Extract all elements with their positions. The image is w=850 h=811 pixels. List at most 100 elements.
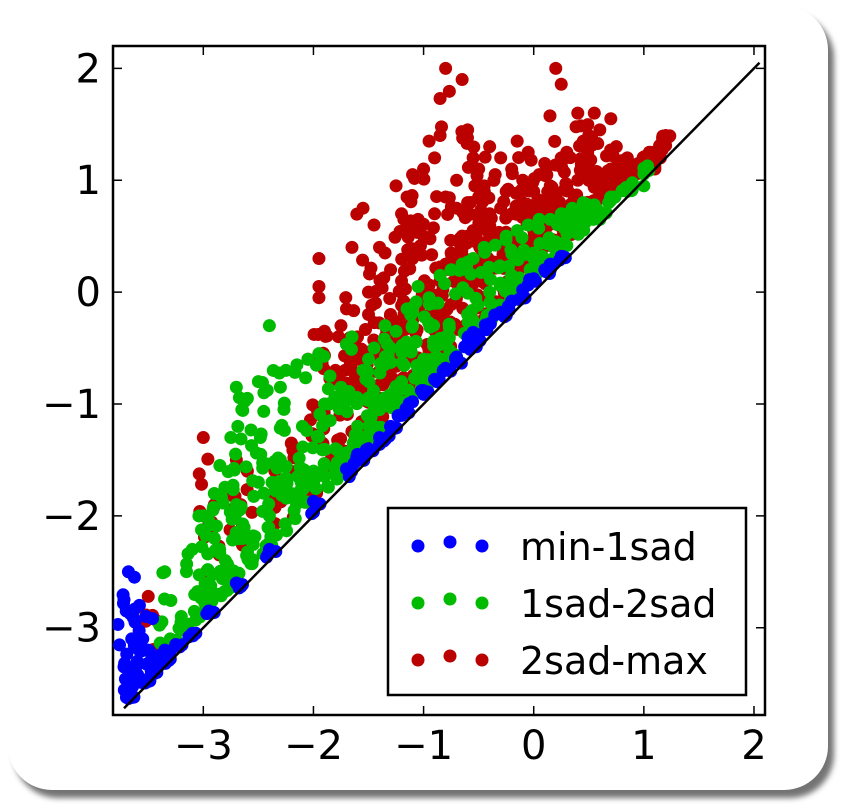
- y-tick-label: 1: [76, 158, 101, 204]
- point-1sad-2sad: [423, 320, 437, 334]
- series-1sad-2sad: [153, 159, 656, 654]
- point-2sad-max: [518, 184, 532, 198]
- point-1sad-2sad: [340, 446, 354, 460]
- point-min-1sad: [120, 647, 134, 661]
- point-2sad-max: [584, 153, 598, 167]
- point-2sad-max: [378, 246, 392, 260]
- point-1sad-2sad: [293, 460, 307, 474]
- point-2sad-max: [196, 431, 210, 445]
- legend-marker: [443, 592, 457, 606]
- point-1sad-2sad: [288, 365, 302, 379]
- point-2sad-max: [423, 232, 437, 246]
- point-1sad-2sad: [378, 392, 392, 406]
- point-2sad-max: [195, 477, 209, 491]
- point-1sad-2sad: [270, 528, 284, 542]
- point-2sad-max: [463, 195, 477, 209]
- point-1sad-2sad: [309, 358, 323, 372]
- point-2sad-max: [430, 190, 444, 204]
- point-1sad-2sad: [409, 334, 423, 348]
- point-2sad-max: [403, 262, 417, 276]
- point-2sad-max: [408, 171, 422, 185]
- point-1sad-2sad: [378, 350, 392, 364]
- point-1sad-2sad: [229, 380, 243, 394]
- point-1sad-2sad: [359, 372, 373, 386]
- point-2sad-max: [487, 173, 501, 187]
- point-min-1sad: [389, 421, 403, 435]
- point-2sad-max: [350, 207, 364, 221]
- point-2sad-max: [442, 84, 456, 98]
- point-min-1sad: [113, 638, 127, 652]
- point-1sad-2sad: [422, 297, 436, 311]
- point-1sad-2sad: [339, 337, 353, 351]
- point-1sad-2sad: [350, 390, 364, 404]
- point-2sad-max: [456, 131, 470, 145]
- point-1sad-2sad: [204, 579, 218, 593]
- point-2sad-max: [334, 319, 348, 333]
- point-2sad-max: [603, 165, 617, 179]
- point-1sad-2sad: [172, 621, 186, 635]
- point-1sad-2sad: [399, 335, 413, 349]
- point-1sad-2sad: [318, 442, 332, 456]
- point-2sad-max: [417, 172, 431, 186]
- point-2sad-max: [320, 329, 334, 343]
- point-1sad-2sad: [206, 568, 220, 582]
- point-1sad-2sad: [271, 451, 285, 465]
- point-1sad-2sad: [499, 233, 513, 247]
- point-1sad-2sad: [409, 295, 423, 309]
- point-1sad-2sad: [229, 447, 243, 461]
- point-2sad-max: [516, 173, 530, 187]
- x-tick-label: −1: [394, 723, 453, 769]
- point-1sad-2sad: [260, 383, 274, 397]
- point-1sad-2sad: [328, 390, 342, 404]
- point-2sad-max: [467, 140, 481, 154]
- point-2sad-max: [591, 137, 605, 151]
- point-2sad-max: [605, 145, 619, 159]
- point-1sad-2sad: [340, 405, 354, 419]
- point-2sad-max: [556, 152, 570, 166]
- point-1sad-2sad: [397, 358, 411, 372]
- point-1sad-2sad: [234, 432, 248, 446]
- point-1sad-2sad: [575, 224, 589, 238]
- point-min-1sad: [306, 505, 320, 519]
- point-1sad-2sad: [209, 519, 223, 533]
- point-1sad-2sad: [471, 298, 485, 312]
- legend-marker: [443, 535, 457, 549]
- point-2sad-max: [470, 169, 484, 183]
- point-min-1sad: [359, 443, 373, 457]
- legend: min-1sad 1sad-2sad 2sad-max: [386, 506, 748, 697]
- point-2sad-max: [512, 151, 526, 165]
- point-min-1sad: [116, 588, 130, 602]
- point-2sad-max: [494, 151, 508, 165]
- point-1sad-2sad: [461, 255, 475, 269]
- point-1sad-2sad: [405, 320, 419, 334]
- point-min-1sad: [129, 660, 143, 674]
- point-2sad-max: [497, 195, 511, 209]
- point-1sad-2sad: [367, 419, 381, 433]
- point-min-1sad: [161, 653, 175, 667]
- point-1sad-2sad: [483, 285, 497, 299]
- point-2sad-max: [426, 221, 440, 235]
- point-1sad-2sad: [238, 394, 252, 408]
- point-1sad-2sad: [323, 414, 337, 428]
- point-1sad-2sad: [362, 352, 376, 366]
- legend-marker: [475, 653, 489, 667]
- point-1sad-2sad: [504, 269, 518, 283]
- point-2sad-max: [389, 179, 403, 193]
- point-2sad-max: [434, 120, 448, 134]
- point-1sad-2sad: [214, 490, 228, 504]
- point-1sad-2sad: [532, 221, 546, 235]
- point-1sad-2sad: [360, 409, 374, 423]
- point-min-1sad: [488, 308, 502, 322]
- point-2sad-max: [141, 589, 155, 603]
- point-2sad-max: [478, 150, 492, 164]
- point-1sad-2sad: [500, 281, 514, 295]
- point-1sad-2sad: [181, 547, 195, 561]
- point-2sad-max: [392, 284, 406, 298]
- point-1sad-2sad: [483, 272, 497, 286]
- point-1sad-2sad: [246, 474, 260, 488]
- point-1sad-2sad: [367, 384, 381, 398]
- point-1sad-2sad: [244, 423, 258, 437]
- point-1sad-2sad: [456, 281, 470, 295]
- point-1sad-2sad: [277, 423, 291, 437]
- point-1sad-2sad: [206, 500, 220, 514]
